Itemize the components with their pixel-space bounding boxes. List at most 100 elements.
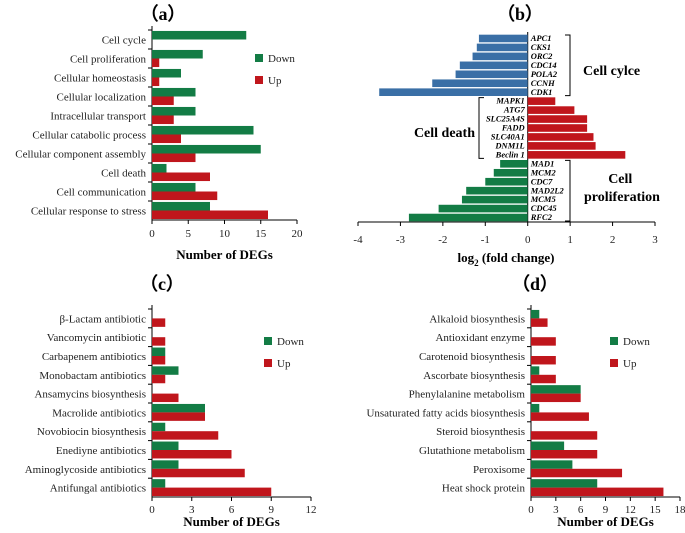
- category-label-d: Carotenoid biosynthesis: [419, 351, 525, 363]
- x-tick-label-c: 9: [269, 504, 275, 516]
- bar-up-a: [152, 210, 268, 220]
- bar-up-c: [152, 337, 166, 346]
- category-label-c: β-Lactam antibiotic: [59, 313, 146, 325]
- gene-label-b: POLA2: [531, 69, 558, 79]
- bar-down-d: [531, 403, 540, 413]
- category-label-d: Steroid biosynthesis: [436, 426, 525, 438]
- bar-down-d: [531, 441, 565, 450]
- bar-up-d: [531, 468, 623, 478]
- gene-label-b: MAPK1: [495, 96, 524, 106]
- category-label-a: Cellular catabolic process: [32, 130, 146, 142]
- bar-down-a: [152, 182, 196, 192]
- legend-label-down-c: Down: [277, 336, 304, 348]
- gene-label-b: RFC2: [530, 212, 553, 222]
- bar-up-c: [152, 468, 245, 478]
- bar-gene-b: [527, 97, 556, 105]
- x-axis-title-rest-b: (fold change): [479, 250, 555, 265]
- bar-up-a: [152, 115, 174, 125]
- bar-up-d: [531, 487, 664, 497]
- bar-down-d: [531, 460, 573, 469]
- x-tick-label-d: 6: [578, 504, 584, 516]
- bar-gene-b: [472, 52, 528, 61]
- bar-up-c: [152, 412, 205, 421]
- legend-label-down-a: Down: [268, 53, 295, 65]
- x-tick-label-c: 0: [149, 504, 155, 516]
- category-label-d: Glutathione metabolism: [419, 445, 525, 457]
- bar-gene-b: [461, 195, 528, 204]
- bar-up-a: [152, 172, 210, 182]
- bar-up-a: [152, 191, 218, 201]
- bar-gene-b: [485, 177, 528, 186]
- panel-label-c: （c）: [140, 274, 184, 294]
- panel-label-a: （a）: [141, 4, 186, 24]
- x-tick-label-c: 12: [306, 504, 317, 516]
- legend-swatch-down-a: [255, 54, 263, 62]
- legend-label-up-d: Up: [623, 358, 637, 370]
- x-tick-label-d: 0: [528, 504, 534, 516]
- legend-swatch-up-c: [264, 359, 272, 367]
- bar-up-c: [152, 487, 272, 497]
- legend-swatch-up-d: [610, 359, 618, 367]
- bar-down-a: [152, 201, 210, 211]
- category-label-a: Cell death: [101, 168, 146, 180]
- bar-up-a: [152, 58, 160, 68]
- bar-down-c: [152, 479, 166, 488]
- x-tick-label-a: 15: [255, 228, 267, 240]
- bar-down-c: [152, 441, 179, 450]
- x-tick-label-d: 3: [553, 504, 559, 516]
- category-label-d: Ascorbate biosynthesis: [423, 370, 525, 382]
- gene-label-b: MCM5: [530, 194, 557, 204]
- gene-label-b: SLC40A1: [491, 132, 525, 142]
- bar-down-a: [152, 144, 261, 154]
- category-label-d: Antioxidant enzyme: [435, 332, 525, 344]
- bar-up-d: [531, 450, 598, 459]
- bar-down-a: [152, 125, 254, 135]
- bar-gene-b: [527, 151, 626, 159]
- category-label-a: Cell cycle: [102, 35, 146, 47]
- x-tick-label-b: 2: [610, 234, 616, 246]
- category-label-c: Novobiocin biosynthesis: [37, 426, 146, 438]
- bar-down-a: [152, 49, 203, 59]
- category-label-a: Cellular localization: [57, 92, 147, 104]
- bar-gene-b: [476, 43, 528, 52]
- bar-gene-b: [408, 213, 528, 222]
- x-tick-label-a: 0: [149, 228, 155, 240]
- category-label-a: Cell communication: [56, 187, 146, 199]
- bar-down-c: [152, 460, 179, 469]
- x-axis-title-b: log2 (fold change): [458, 250, 555, 268]
- panel-label-d: （d）: [512, 274, 558, 294]
- x-axis-title-main-b: log: [458, 250, 475, 265]
- category-label-c: Antifungal antibiotics: [50, 483, 146, 495]
- legend-swatch-up-a: [255, 76, 263, 84]
- bar-down-d: [531, 479, 598, 488]
- bar-up-c: [152, 318, 166, 327]
- bar-up-c: [152, 431, 219, 440]
- bar-down-c: [152, 347, 166, 356]
- group-label-b: Cell death: [414, 126, 475, 141]
- bar-gene-b: [455, 70, 528, 79]
- x-tick-label-a: 5: [186, 228, 192, 240]
- x-tick-label-d: 9: [603, 504, 609, 516]
- x-tick-label-b: 3: [652, 234, 658, 246]
- x-tick-label-c: 6: [229, 504, 235, 516]
- bar-down-d: [531, 385, 581, 394]
- x-tick-label-b: -1: [481, 234, 490, 246]
- x-tick-label-d: 12: [625, 504, 636, 516]
- x-axis-title-sub-b: 2: [474, 258, 479, 268]
- bar-gene-b: [527, 133, 594, 141]
- category-label-c: Enediyne antibiotics: [56, 445, 146, 457]
- x-tick-label-b: -4: [353, 234, 363, 246]
- bar-up-d: [531, 412, 589, 421]
- group-label-b: Cell cylce: [583, 64, 640, 79]
- bar-gene-b: [527, 142, 596, 150]
- gene-label-b: Beclin 1: [495, 149, 525, 159]
- x-axis-title-d: Number of DEGs: [557, 514, 654, 529]
- group-label-b-line: Cell: [608, 172, 636, 187]
- category-label-c: Carbapenem antibiotics: [42, 351, 146, 363]
- category-label-a: Cellular response to stress: [31, 206, 146, 218]
- gene-label-b: CDC45: [531, 203, 558, 213]
- category-label-d: Phenylalanine metabolism: [409, 389, 526, 401]
- category-label-c: Aminoglycoside antibiotics: [25, 464, 146, 476]
- bar-up-d: [531, 374, 556, 384]
